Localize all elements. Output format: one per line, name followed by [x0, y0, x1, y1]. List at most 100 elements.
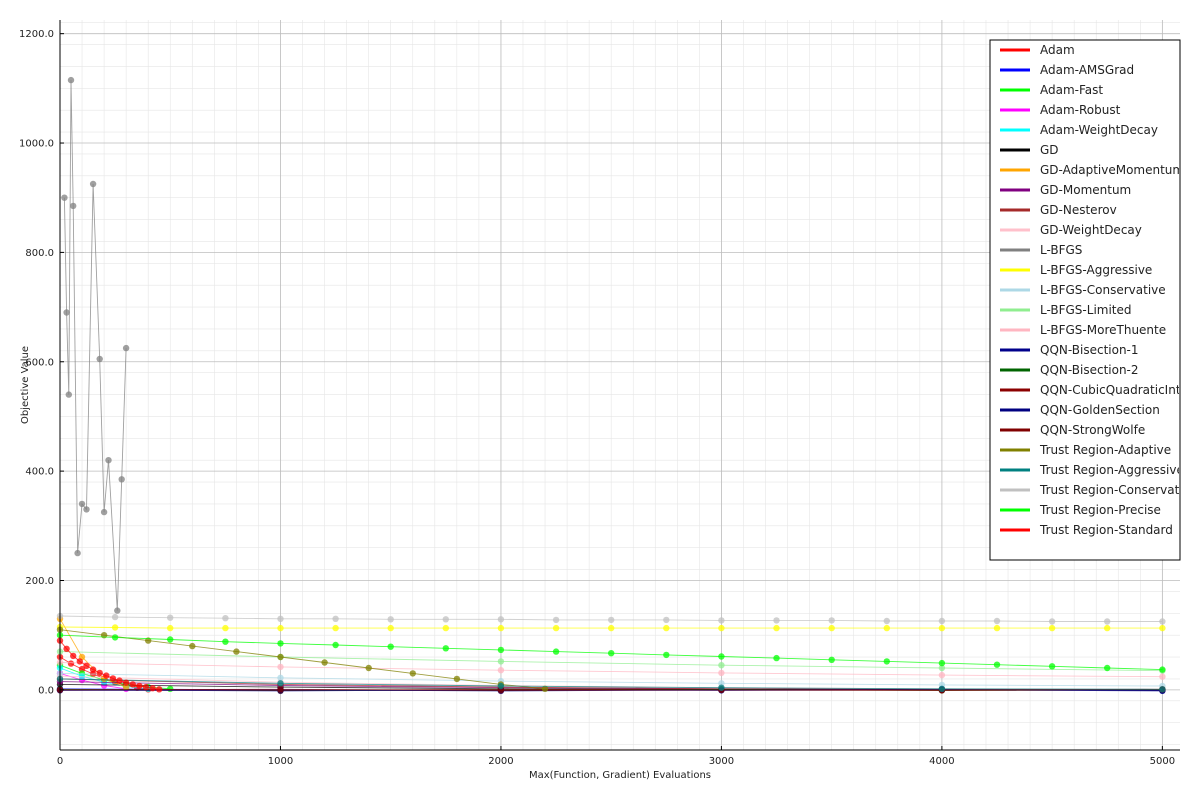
- data-point: [277, 663, 284, 671]
- data-point: [608, 624, 615, 632]
- data-point: [167, 614, 174, 621]
- series-line: [59, 640, 160, 690]
- y-tick-label: 600.0: [25, 357, 54, 368]
- series-14: [56, 659, 1166, 680]
- data-point: [663, 651, 670, 659]
- x-tick-label: 5000: [1150, 756, 1175, 767]
- data-point: [993, 624, 1001, 632]
- data-point: [883, 617, 890, 625]
- legend-item: QQN-Bisection-1: [1000, 343, 1139, 357]
- data-point: [1159, 624, 1166, 632]
- series-12: [56, 670, 1166, 690]
- legend-item: QQN-Bisection-2: [1000, 363, 1139, 377]
- data-point: [453, 675, 461, 683]
- data-point: [111, 634, 119, 641]
- data-point: [883, 658, 890, 665]
- y-tick-label: 400.0: [25, 467, 54, 478]
- data-point: [552, 616, 560, 624]
- y-axis-label: Objective Value: [20, 346, 31, 424]
- series-24: [56, 637, 163, 693]
- data-point: [718, 617, 725, 624]
- legend-item: Trust Region-Adaptive: [1000, 443, 1171, 457]
- data-point: [74, 549, 81, 557]
- data-point: [103, 672, 110, 679]
- data-point: [1159, 666, 1166, 673]
- data-point: [497, 687, 505, 694]
- data-point: [409, 670, 416, 677]
- series-line: [59, 688, 1163, 691]
- legend-label: QQN-GoldenSection: [1040, 403, 1160, 417]
- data-point: [663, 624, 670, 632]
- legend-label: GD-WeightDecay: [1040, 223, 1142, 237]
- x-tick-labels: 0 1000 2000 3000 4000 5000: [57, 746, 1175, 767]
- data-point: [938, 671, 946, 679]
- legend-item: Trust Region-Standard: [1000, 523, 1173, 537]
- legend-label: Adam-Fast: [1040, 83, 1103, 97]
- data-point: [828, 617, 835, 624]
- data-point: [541, 685, 549, 692]
- legend-item: Adam-AMSGrad: [1000, 63, 1134, 77]
- legend-item: L-BFGS: [1000, 243, 1082, 257]
- legend-box: [989, 39, 1181, 561]
- legend-label: L-BFGS-Aggressive: [1040, 263, 1152, 277]
- legend-label: Trust Region-Precise: [1039, 503, 1161, 517]
- y-tick-label: 0.0: [38, 685, 54, 696]
- data-point: [167, 624, 174, 632]
- data-point: [938, 659, 946, 667]
- legend-label: QQN-Bisection-2: [1040, 363, 1139, 377]
- legend-item: Adam-WeightDecay: [1000, 123, 1158, 137]
- data-point: [773, 654, 780, 662]
- data-point: [718, 684, 725, 691]
- data-point: [497, 646, 505, 654]
- legend-label: L-BFGS-Conservative: [1040, 283, 1166, 297]
- data-point: [149, 685, 156, 692]
- data-point: [142, 683, 150, 691]
- axes: [59, 20, 1180, 751]
- data-point: [608, 616, 615, 624]
- data-point: [497, 667, 505, 674]
- data-point: [129, 681, 136, 688]
- data-point: [114, 607, 121, 614]
- y-tick-label: 800.0: [25, 248, 54, 259]
- x-axis-label: Max(Function, Gradient) Evaluations: [529, 770, 711, 781]
- data-point: [83, 662, 90, 669]
- legend-label: Adam-Robust: [1040, 103, 1121, 117]
- data-point: [105, 457, 112, 464]
- legend-label: QQN-CubicQuadraticInterpolation: [1040, 383, 1200, 397]
- data-point: [1104, 624, 1111, 632]
- data-point: [938, 685, 946, 692]
- series-22: [56, 612, 1166, 625]
- data-point: [111, 613, 119, 621]
- data-point: [118, 476, 125, 483]
- data-point: [63, 309, 70, 316]
- data-point: [938, 624, 946, 632]
- data-point: [1159, 618, 1166, 625]
- legend-label: QQN-StrongWolfe: [1040, 423, 1145, 437]
- data-point: [111, 624, 119, 631]
- data-point: [773, 624, 780, 632]
- legend-item: QQN-StrongWolfe: [1000, 423, 1145, 437]
- data-point: [122, 683, 130, 691]
- data-point: [938, 617, 946, 625]
- data-point: [497, 682, 505, 690]
- data-point: [78, 500, 86, 508]
- legend-item: Adam-Fast: [1000, 83, 1103, 97]
- data-point: [122, 344, 130, 352]
- legend-label: GD-AdaptiveMomentum: [1040, 163, 1184, 177]
- data-point: [552, 624, 560, 632]
- data-point: [222, 615, 229, 622]
- legend-item: GD-Nesterov: [1000, 203, 1117, 217]
- data-point: [96, 355, 103, 363]
- legend-label: GD-Nesterov: [1040, 203, 1117, 217]
- data-point: [1104, 664, 1111, 672]
- legend-item: L-BFGS-MoreThuente: [1000, 323, 1166, 337]
- series-line: [59, 662, 1163, 678]
- legend-item: GD-AdaptiveMomentum: [1000, 163, 1184, 177]
- data-point: [277, 680, 284, 687]
- data-point: [332, 615, 339, 622]
- data-point: [67, 660, 75, 667]
- data-point: [70, 202, 77, 210]
- data-point: [1048, 618, 1056, 625]
- series-line: [59, 651, 1163, 672]
